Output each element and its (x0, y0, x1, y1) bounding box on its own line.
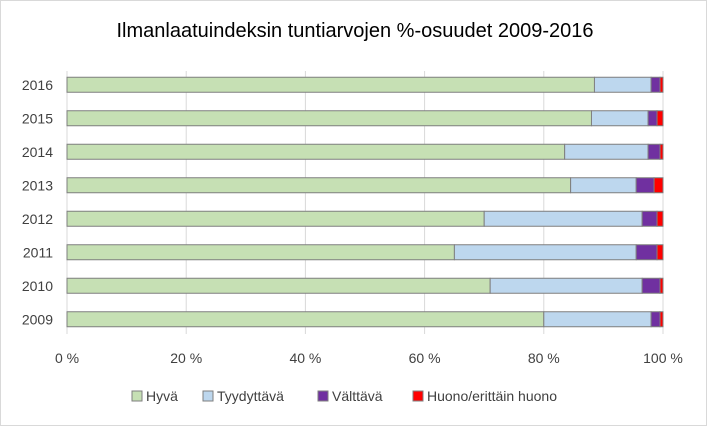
bar-segment-2 (483, 210, 643, 227)
y-tick-label: 2016 (22, 77, 53, 93)
y-tick-label: 2009 (22, 311, 53, 327)
bar-segment-1 (66, 143, 566, 160)
bar-segment-2 (593, 76, 652, 93)
legend-swatch (131, 390, 143, 402)
legend-label: Huono/erittäin huono (427, 388, 557, 404)
bar-segment-2 (489, 277, 643, 294)
x-tick-label: 60 % (409, 350, 441, 366)
x-tick-label: 80 % (528, 350, 560, 366)
bar-segment-3 (647, 143, 661, 160)
bar-segment-3 (635, 177, 655, 194)
y-axis-labels: 2016 2015 2014 2013 2012 2011 2010 2009 (22, 77, 53, 328)
bar-segment-4 (656, 210, 664, 227)
bar-segment-3 (650, 311, 661, 328)
bar-segment-4 (656, 110, 664, 127)
bar-segment-3 (635, 244, 658, 261)
y-tick-label: 2012 (22, 211, 53, 227)
bars (66, 76, 664, 328)
legend-swatch (412, 390, 424, 402)
legend: Hyvä Tyydyttävä Välttävä Huono/erittäin huo… (131, 388, 557, 404)
x-tick-label: 0 % (55, 350, 79, 366)
x-axis-labels: 0 % 20 % 40 % 60 % 80 % 100 % (55, 350, 683, 366)
bar-segment-4 (659, 277, 664, 294)
legend-label: Tyydyttävä (217, 388, 284, 404)
x-tick-label: 20 % (170, 350, 202, 366)
bar-segment-1 (66, 277, 491, 294)
bar-segment-4 (659, 76, 664, 93)
bar-segment-1 (66, 244, 455, 261)
bar-segment-2 (590, 110, 649, 127)
y-tick-label: 2014 (22, 144, 53, 160)
x-tick-label: 40 % (289, 350, 321, 366)
bar-segment-1 (66, 110, 592, 127)
bar-segment-3 (650, 76, 661, 93)
bar-segment-2 (543, 311, 652, 328)
bar-segment-4 (656, 244, 664, 261)
x-tick-label: 100 % (643, 350, 683, 366)
y-tick-label: 2013 (22, 177, 53, 193)
legend-label: Hyvä (146, 388, 178, 404)
bar-segment-4 (653, 177, 664, 194)
bar-segment-4 (659, 143, 664, 160)
legend-swatch (317, 390, 329, 402)
bar-segment-3 (641, 277, 661, 294)
bar-segment-1 (66, 311, 545, 328)
legend-label: Välttävä (332, 388, 383, 404)
chart-title: Ilmanlaatuindeksin tuntiarvojen %-osuude… (117, 20, 594, 42)
bar-segment-2 (564, 143, 649, 160)
y-tick-label: 2015 (22, 110, 53, 126)
bar-segment-4 (659, 311, 664, 328)
bar-segment-1 (66, 177, 572, 194)
bar-segment-3 (641, 210, 658, 227)
bar-segment-1 (66, 210, 485, 227)
bar-segment-2 (570, 177, 637, 194)
legend-swatch (202, 390, 214, 402)
bar-segment-2 (453, 244, 637, 261)
bar-segment-3 (647, 110, 658, 127)
y-tick-label: 2010 (22, 278, 53, 294)
bar-segment-1 (66, 76, 595, 93)
y-tick-label: 2011 (23, 244, 53, 260)
